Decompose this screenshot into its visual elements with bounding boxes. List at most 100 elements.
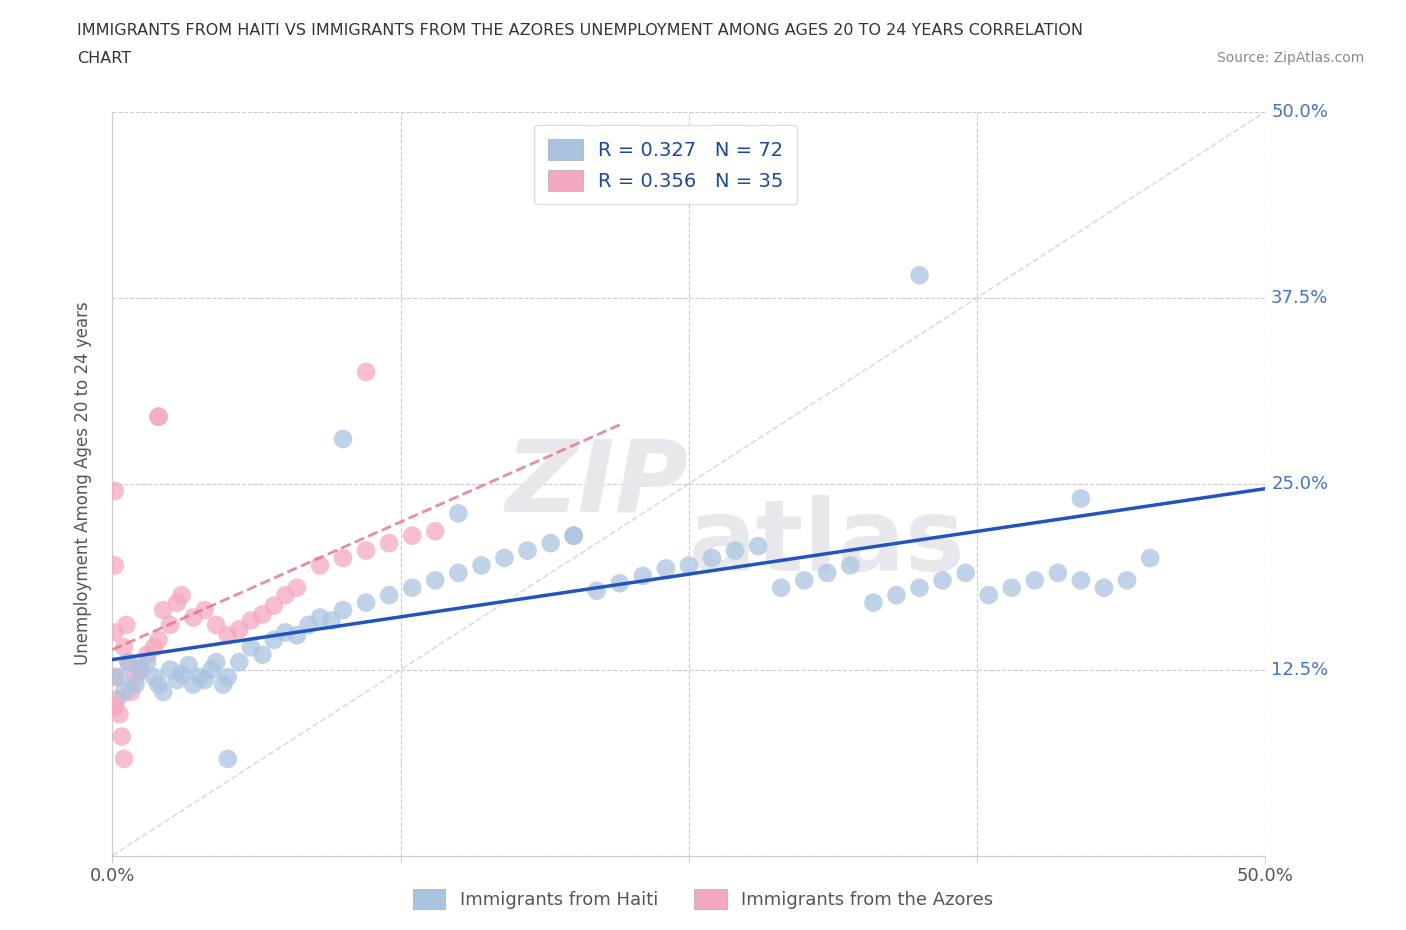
- Point: [148, 632, 170, 647]
- Point: [931, 573, 953, 588]
- Point: [194, 672, 217, 687]
- Point: [274, 625, 297, 640]
- Point: [129, 662, 152, 677]
- Point: [770, 580, 793, 595]
- Point: [297, 618, 319, 632]
- Point: [170, 588, 193, 603]
- Point: [494, 551, 516, 565]
- Point: [181, 677, 204, 692]
- Point: [136, 647, 159, 662]
- Point: [955, 565, 977, 580]
- Point: [104, 558, 127, 573]
- Point: [378, 536, 401, 551]
- Point: [1116, 573, 1139, 588]
- Point: [166, 672, 188, 687]
- Point: [228, 655, 250, 670]
- Point: [1024, 573, 1046, 588]
- Point: [124, 677, 146, 692]
- Point: [205, 618, 228, 632]
- Point: [700, 551, 723, 565]
- Point: [143, 640, 166, 655]
- Point: [401, 528, 423, 543]
- Point: [201, 662, 224, 677]
- Point: [170, 667, 193, 682]
- Point: [217, 670, 239, 684]
- Point: [585, 583, 607, 598]
- Point: [252, 607, 274, 622]
- Point: [425, 573, 447, 588]
- Point: [148, 409, 170, 424]
- Point: [285, 580, 308, 595]
- Point: [117, 655, 139, 670]
- Point: [354, 543, 377, 558]
- Point: [332, 603, 354, 618]
- Point: [104, 670, 127, 684]
- Text: CHART: CHART: [77, 51, 131, 66]
- Point: [908, 268, 931, 283]
- Point: [724, 543, 747, 558]
- Point: [104, 625, 127, 640]
- Point: [159, 662, 181, 677]
- Text: 25.0%: 25.0%: [1271, 474, 1329, 493]
- Point: [378, 588, 401, 603]
- Text: atlas: atlas: [689, 495, 966, 591]
- Point: [181, 610, 204, 625]
- Point: [112, 751, 135, 766]
- Point: [104, 484, 127, 498]
- Point: [425, 524, 447, 538]
- Point: [239, 613, 262, 628]
- Point: [217, 751, 239, 766]
- Point: [112, 684, 135, 699]
- Point: [228, 622, 250, 637]
- Point: [309, 558, 332, 573]
- Point: [631, 568, 654, 583]
- Point: [470, 558, 492, 573]
- Point: [655, 561, 678, 576]
- Point: [112, 640, 135, 655]
- Legend: Immigrants from Haiti, Immigrants from the Azores: Immigrants from Haiti, Immigrants from t…: [405, 882, 1001, 916]
- Point: [1070, 573, 1092, 588]
- Point: [401, 580, 423, 595]
- Point: [862, 595, 884, 610]
- Point: [205, 655, 228, 670]
- Point: [129, 662, 152, 677]
- Text: IMMIGRANTS FROM HAITI VS IMMIGRANTS FROM THE AZORES UNEMPLOYMENT AMONG AGES 20 T: IMMIGRANTS FROM HAITI VS IMMIGRANTS FROM…: [77, 23, 1084, 38]
- Point: [309, 610, 332, 625]
- Point: [217, 628, 239, 643]
- Point: [188, 670, 211, 684]
- Text: Source: ZipAtlas.com: Source: ZipAtlas.com: [1216, 51, 1364, 65]
- Point: [263, 598, 285, 613]
- Point: [285, 628, 308, 643]
- Point: [194, 603, 217, 618]
- Point: [1001, 580, 1024, 595]
- Point: [177, 658, 200, 672]
- Point: [274, 588, 297, 603]
- Point: [332, 432, 354, 446]
- Point: [152, 684, 174, 699]
- Point: [447, 565, 470, 580]
- Point: [977, 588, 1000, 603]
- Point: [136, 655, 159, 670]
- Point: [839, 558, 862, 573]
- Point: [108, 670, 131, 684]
- Point: [1092, 580, 1115, 595]
- Point: [159, 618, 181, 632]
- Point: [540, 536, 562, 551]
- Point: [747, 538, 769, 553]
- Point: [117, 655, 139, 670]
- Point: [447, 506, 470, 521]
- Point: [886, 588, 908, 603]
- Point: [104, 699, 127, 714]
- Y-axis label: Unemployment Among Ages 20 to 24 years: Unemployment Among Ages 20 to 24 years: [73, 301, 91, 666]
- Point: [166, 595, 188, 610]
- Point: [516, 543, 538, 558]
- Point: [111, 729, 134, 744]
- Point: [108, 707, 131, 722]
- Point: [815, 565, 838, 580]
- Point: [212, 677, 235, 692]
- Point: [332, 551, 354, 565]
- Point: [148, 409, 170, 424]
- Point: [1070, 491, 1092, 506]
- Point: [609, 576, 631, 591]
- Point: [152, 603, 174, 618]
